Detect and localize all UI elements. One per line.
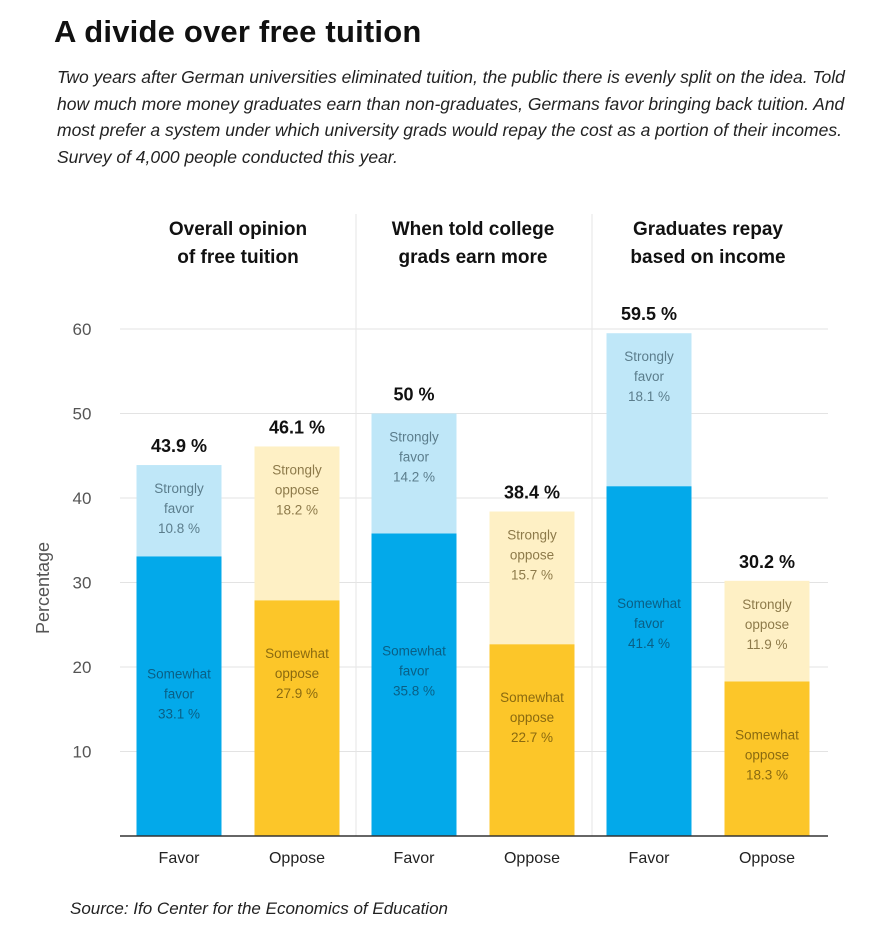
y-tick-label: 10 bbox=[73, 743, 92, 762]
bar-total-label: 30.2 % bbox=[739, 552, 795, 572]
label-somewhat-oppose: Somewhat bbox=[500, 690, 564, 705]
label-somewhat-oppose: oppose bbox=[510, 710, 554, 725]
chart-title: A divide over free tuition bbox=[54, 14, 422, 49]
x-category-label: Oppose bbox=[504, 850, 560, 867]
bar-strongly-favor bbox=[371, 413, 457, 534]
panel-title: based on income bbox=[630, 247, 785, 268]
label-strongly-favor: 10.8 % bbox=[158, 521, 200, 536]
y-tick-label: 40 bbox=[73, 489, 92, 508]
label-strongly-favor: 18.1 % bbox=[628, 389, 670, 404]
panel-title: grads earn more bbox=[399, 247, 548, 268]
source-note: Source: Ifo Center for the Economics of … bbox=[70, 899, 448, 918]
y-tick-label: 50 bbox=[73, 405, 92, 424]
x-category-label: Favor bbox=[159, 850, 201, 867]
label-strongly-oppose: oppose bbox=[275, 482, 319, 497]
bar-strongly-oppose bbox=[724, 580, 810, 682]
grid-layer: 10 20 30 40 50 60 Percentage bbox=[33, 214, 828, 836]
bar-somewhat-favor bbox=[606, 486, 692, 836]
label-strongly-favor: Strongly bbox=[154, 481, 204, 496]
label-somewhat-favor: 41.4 % bbox=[628, 636, 670, 651]
label-somewhat-favor: Somewhat bbox=[382, 643, 446, 658]
y-axis-label: Percentage bbox=[33, 542, 53, 634]
label-strongly-favor: 14.2 % bbox=[393, 470, 435, 485]
label-strongly-oppose: Strongly bbox=[272, 462, 322, 477]
label-somewhat-favor: Somewhat bbox=[147, 666, 211, 681]
panel-title: of free tuition bbox=[177, 247, 298, 268]
label-somewhat-oppose: oppose bbox=[275, 666, 319, 681]
label-strongly-favor: Strongly bbox=[389, 430, 439, 445]
x-category-label: Favor bbox=[629, 850, 671, 867]
label-somewhat-oppose: 22.7 % bbox=[511, 730, 553, 745]
bar-total-label: 38.4 % bbox=[504, 483, 560, 503]
label-strongly-oppose: 15.7 % bbox=[511, 568, 553, 583]
chart-subtitle: Two years after German universities elim… bbox=[57, 67, 845, 167]
label-strongly-oppose: Strongly bbox=[507, 528, 557, 543]
label-strongly-oppose: Strongly bbox=[742, 597, 792, 612]
label-layer: Overall opinion of free tuition Somewhat fa… bbox=[120, 219, 828, 867]
label-strongly-favor: Strongly bbox=[624, 349, 674, 364]
label-somewhat-favor: Somewhat bbox=[617, 596, 681, 611]
label-strongly-favor: favor bbox=[399, 450, 430, 465]
x-category-label: Oppose bbox=[269, 850, 325, 867]
label-somewhat-favor: 35.8 % bbox=[393, 683, 435, 698]
label-strongly-oppose: oppose bbox=[745, 617, 789, 632]
label-somewhat-oppose: oppose bbox=[745, 747, 789, 762]
label-strongly-oppose: oppose bbox=[510, 548, 554, 563]
label-somewhat-favor: favor bbox=[399, 663, 430, 678]
label-somewhat-favor: 33.1 % bbox=[158, 706, 200, 721]
label-somewhat-oppose: 18.3 % bbox=[746, 767, 788, 782]
y-tick-label: 30 bbox=[73, 574, 92, 593]
bar-total-label: 59.5 % bbox=[621, 304, 677, 324]
bar-total-label: 50 % bbox=[393, 385, 434, 405]
bar-total-label: 43.9 % bbox=[151, 436, 207, 456]
label-somewhat-oppose: Somewhat bbox=[735, 727, 799, 742]
bar-layer bbox=[136, 333, 810, 836]
bar-strongly-oppose bbox=[489, 511, 575, 645]
panel-title: When told college bbox=[392, 219, 555, 240]
y-tick-label: 60 bbox=[73, 320, 92, 339]
bar-somewhat-oppose bbox=[489, 644, 575, 836]
x-category-label: Oppose bbox=[739, 850, 795, 867]
label-somewhat-favor: favor bbox=[164, 686, 195, 701]
label-strongly-oppose: 11.9 % bbox=[746, 637, 787, 652]
label-strongly-favor: favor bbox=[634, 369, 665, 384]
label-strongly-favor: favor bbox=[164, 501, 195, 516]
bar-strongly-favor bbox=[606, 333, 692, 487]
y-tick-label: 20 bbox=[73, 658, 92, 677]
bar-somewhat-favor bbox=[371, 533, 457, 836]
bar-somewhat-oppose bbox=[724, 681, 810, 836]
label-somewhat-oppose: Somewhat bbox=[265, 646, 329, 661]
x-category-label: Favor bbox=[394, 850, 436, 867]
bar-total-label: 46.1 % bbox=[269, 417, 325, 437]
panel-title: Graduates repay bbox=[633, 219, 783, 240]
label-somewhat-favor: favor bbox=[634, 616, 665, 631]
label-somewhat-oppose: 27.9 % bbox=[276, 686, 318, 701]
bar-somewhat-favor bbox=[136, 556, 222, 836]
bar-somewhat-oppose bbox=[254, 600, 340, 836]
panel-title: Overall opinion bbox=[169, 219, 307, 240]
label-strongly-oppose: 18.2 % bbox=[276, 502, 318, 517]
bar-strongly-oppose bbox=[254, 446, 340, 601]
bar-strongly-favor bbox=[136, 465, 222, 557]
